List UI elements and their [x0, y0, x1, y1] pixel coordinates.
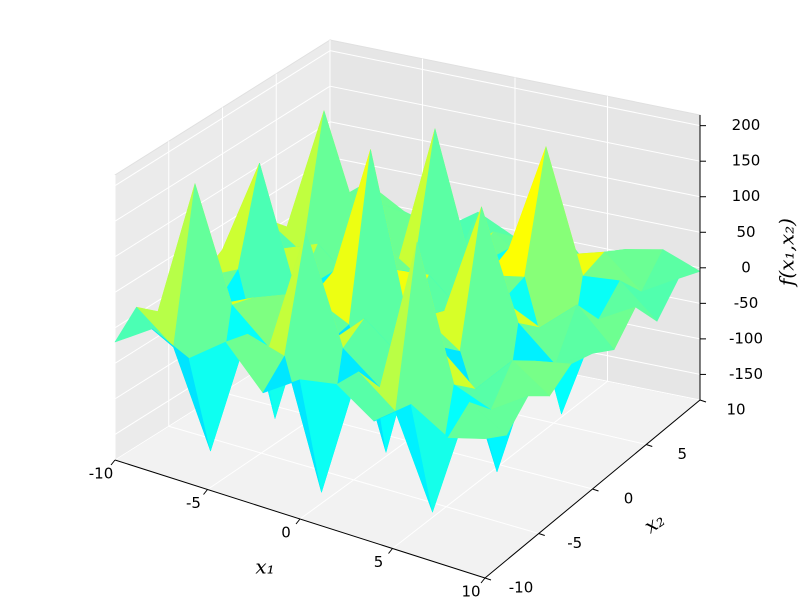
- y-axis-label: x₂: [639, 507, 669, 538]
- z-tick-label: 200: [732, 116, 761, 134]
- x-tick: [388, 548, 393, 554]
- x-tick: [110, 459, 116, 466]
- x-tick-label: 0: [281, 524, 291, 542]
- surface-patch: [447, 402, 507, 440]
- surface: [114, 110, 701, 513]
- grid-line: [114, 85, 331, 222]
- y-tick: [538, 533, 545, 536]
- x-tick-label: -10: [89, 465, 114, 483]
- grid-line: [329, 156, 701, 233]
- y-tick: [592, 488, 599, 492]
- grid-line: [329, 121, 701, 198]
- y-tick-label: -5: [567, 534, 582, 552]
- grid-line: [329, 85, 701, 162]
- grid-line: [114, 156, 331, 293]
- x-tick: [203, 489, 208, 495]
- z-tick-label: -150: [729, 365, 763, 383]
- y-tick-label: 5: [677, 445, 687, 463]
- y-tick-label: -10: [509, 579, 534, 597]
- z-tick-label: 50: [736, 223, 755, 241]
- x-tick-label: 5: [374, 553, 384, 571]
- z-tick-label: 150: [732, 152, 761, 170]
- z-tick-label: -50: [734, 294, 759, 312]
- z-axis-label: f(x₁,x₂): [775, 218, 799, 288]
- x-axis-label: x₁: [255, 555, 274, 579]
- y-tick: [646, 444, 653, 447]
- y-tick: [699, 399, 707, 403]
- grid-line: [114, 121, 331, 258]
- y-tick-label: 10: [726, 401, 745, 419]
- grid-line: [329, 50, 701, 127]
- z-tick-label: -100: [729, 329, 763, 347]
- z-tick-label: 0: [741, 258, 751, 276]
- grid-line: [114, 50, 331, 187]
- x-tick: [480, 577, 486, 584]
- y-tick-label: 0: [624, 490, 634, 508]
- y-tick: [484, 577, 492, 581]
- x-tick: [295, 518, 301, 525]
- x-tick-label: -5: [186, 494, 201, 512]
- z-tick-label: 100: [732, 187, 761, 205]
- grid-line: [168, 425, 539, 534]
- x-tick-label: 10: [461, 583, 480, 600]
